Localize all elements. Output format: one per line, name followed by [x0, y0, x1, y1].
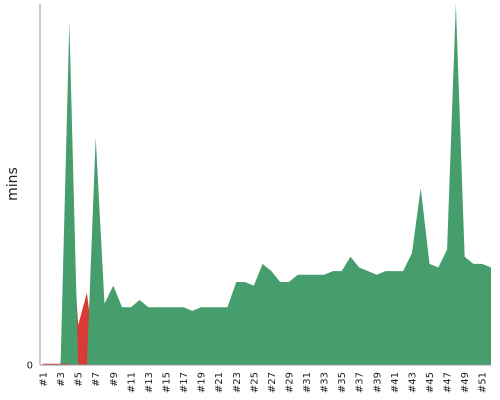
- x-tick-label-24: #49: [460, 372, 471, 393]
- x-tick-label-2: #5: [74, 372, 85, 387]
- y-axis-label: mins: [5, 167, 21, 201]
- x-tick-label-22: #45: [425, 372, 436, 393]
- x-tick-label-23: #47: [443, 372, 454, 393]
- x-tick-label-20: #41: [390, 372, 401, 393]
- x-tick-label-14: #29: [284, 372, 295, 393]
- x-tick-label-19: #39: [372, 372, 383, 393]
- x-tick-label-13: #27: [267, 372, 278, 393]
- x-tick-label-0: #1: [39, 372, 50, 387]
- x-tick-label-18: #37: [355, 372, 366, 393]
- x-tick-label-4: #9: [109, 372, 120, 387]
- x-tick-label-7: #15: [161, 372, 172, 393]
- x-tick-label-6: #13: [144, 372, 155, 393]
- series-areas: [43, 4, 491, 366]
- x-tick-label-10: #21: [214, 372, 225, 393]
- series-area-1: [43, 4, 491, 365]
- x-tick-label-9: #19: [197, 372, 208, 393]
- x-tick-label-21: #43: [407, 372, 418, 393]
- x-tick-label-17: #35: [337, 372, 348, 393]
- x-tick-label-3: #7: [91, 372, 102, 387]
- x-tick-labels: #1 #3 #5 #7 #9 #11 #13 #15 #17 #19 #21 #23 #25 #27 #29…: [39, 372, 489, 393]
- x-tick-label-15: #31: [302, 372, 313, 393]
- x-tick-label-11: #23: [232, 372, 243, 393]
- x-tick-label-1: #3: [56, 372, 67, 387]
- x-tick-label-5: #11: [126, 372, 137, 393]
- x-tick-label-8: #17: [179, 372, 190, 393]
- x-tick-label-25: #51: [478, 372, 489, 393]
- y-tick-label-0: 0: [27, 361, 33, 372]
- x-tick-label-12: #25: [249, 372, 260, 393]
- x-tick-label-16: #33: [320, 372, 331, 393]
